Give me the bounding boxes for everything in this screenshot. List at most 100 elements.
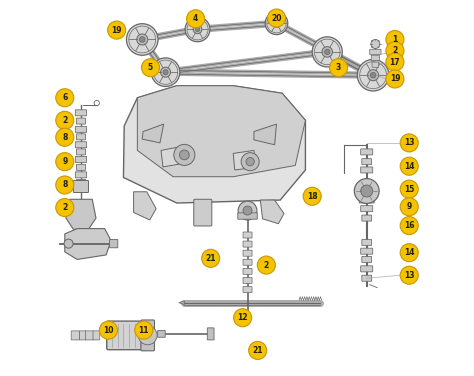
FancyBboxPatch shape bbox=[93, 331, 100, 340]
Text: 21: 21 bbox=[253, 346, 263, 355]
Text: 2: 2 bbox=[62, 203, 67, 212]
FancyBboxPatch shape bbox=[75, 156, 87, 162]
Circle shape bbox=[386, 70, 404, 88]
FancyBboxPatch shape bbox=[141, 320, 155, 351]
FancyBboxPatch shape bbox=[361, 266, 373, 272]
Text: 19: 19 bbox=[390, 74, 400, 83]
Text: 1: 1 bbox=[392, 35, 398, 44]
Text: 4: 4 bbox=[193, 14, 198, 23]
Polygon shape bbox=[142, 124, 164, 143]
Circle shape bbox=[312, 37, 342, 67]
FancyBboxPatch shape bbox=[371, 55, 380, 61]
Circle shape bbox=[273, 20, 281, 27]
FancyBboxPatch shape bbox=[243, 250, 252, 256]
Circle shape bbox=[137, 34, 148, 45]
Circle shape bbox=[56, 89, 74, 107]
FancyBboxPatch shape bbox=[362, 240, 372, 246]
Circle shape bbox=[151, 58, 180, 86]
Circle shape bbox=[100, 321, 118, 339]
Circle shape bbox=[135, 321, 153, 339]
Text: 13: 13 bbox=[404, 138, 414, 147]
Text: 8: 8 bbox=[62, 180, 67, 190]
FancyBboxPatch shape bbox=[76, 164, 85, 170]
Circle shape bbox=[201, 249, 220, 267]
FancyBboxPatch shape bbox=[370, 49, 381, 55]
Circle shape bbox=[56, 111, 74, 129]
Circle shape bbox=[303, 187, 321, 205]
Circle shape bbox=[56, 153, 74, 171]
Circle shape bbox=[195, 27, 200, 32]
FancyBboxPatch shape bbox=[73, 180, 89, 193]
Circle shape bbox=[180, 150, 189, 160]
Circle shape bbox=[234, 309, 252, 327]
Text: 10: 10 bbox=[103, 326, 114, 335]
Circle shape bbox=[238, 201, 257, 220]
FancyBboxPatch shape bbox=[76, 118, 85, 124]
Circle shape bbox=[400, 134, 418, 152]
Text: 9: 9 bbox=[407, 202, 412, 211]
Circle shape bbox=[142, 59, 160, 77]
Circle shape bbox=[400, 198, 418, 216]
Circle shape bbox=[108, 21, 126, 39]
Circle shape bbox=[127, 24, 158, 55]
FancyBboxPatch shape bbox=[109, 240, 118, 248]
FancyBboxPatch shape bbox=[362, 275, 372, 281]
Text: 15: 15 bbox=[404, 185, 414, 194]
Circle shape bbox=[257, 256, 275, 274]
FancyBboxPatch shape bbox=[76, 179, 85, 185]
FancyBboxPatch shape bbox=[71, 331, 80, 340]
Text: 20: 20 bbox=[271, 14, 282, 23]
FancyBboxPatch shape bbox=[243, 268, 252, 274]
FancyBboxPatch shape bbox=[361, 167, 373, 173]
FancyBboxPatch shape bbox=[243, 259, 252, 265]
Circle shape bbox=[400, 244, 418, 262]
FancyBboxPatch shape bbox=[372, 62, 379, 67]
FancyBboxPatch shape bbox=[76, 149, 85, 155]
Circle shape bbox=[56, 128, 74, 146]
Text: 16: 16 bbox=[404, 221, 414, 230]
Circle shape bbox=[265, 12, 288, 35]
Text: 21: 21 bbox=[205, 254, 216, 263]
FancyBboxPatch shape bbox=[359, 197, 374, 203]
Circle shape bbox=[371, 39, 380, 49]
Circle shape bbox=[367, 70, 379, 81]
FancyBboxPatch shape bbox=[107, 321, 146, 350]
Text: 2: 2 bbox=[392, 46, 398, 55]
FancyBboxPatch shape bbox=[80, 331, 86, 340]
Circle shape bbox=[174, 144, 195, 165]
Text: 12: 12 bbox=[237, 313, 248, 322]
Polygon shape bbox=[66, 199, 96, 229]
Text: 14: 14 bbox=[404, 162, 414, 171]
Circle shape bbox=[161, 67, 171, 77]
Text: 2: 2 bbox=[264, 261, 269, 270]
Circle shape bbox=[187, 10, 205, 28]
FancyBboxPatch shape bbox=[194, 199, 212, 226]
Circle shape bbox=[400, 266, 418, 284]
Polygon shape bbox=[179, 301, 184, 305]
Circle shape bbox=[329, 59, 347, 77]
Polygon shape bbox=[254, 124, 276, 145]
FancyBboxPatch shape bbox=[75, 110, 87, 116]
Polygon shape bbox=[134, 192, 156, 220]
FancyBboxPatch shape bbox=[243, 241, 252, 247]
FancyBboxPatch shape bbox=[361, 248, 373, 254]
Polygon shape bbox=[161, 147, 182, 167]
Circle shape bbox=[64, 239, 73, 248]
Text: 14: 14 bbox=[404, 248, 414, 257]
Text: 11: 11 bbox=[138, 326, 149, 335]
FancyBboxPatch shape bbox=[76, 134, 85, 140]
Circle shape bbox=[274, 21, 279, 25]
Polygon shape bbox=[65, 229, 111, 259]
Circle shape bbox=[354, 179, 379, 203]
FancyBboxPatch shape bbox=[362, 256, 372, 262]
FancyBboxPatch shape bbox=[362, 159, 372, 165]
Polygon shape bbox=[260, 200, 284, 224]
FancyBboxPatch shape bbox=[75, 126, 87, 132]
Circle shape bbox=[163, 70, 168, 75]
Text: 13: 13 bbox=[404, 271, 414, 280]
Text: 5: 5 bbox=[148, 63, 153, 72]
FancyBboxPatch shape bbox=[361, 149, 373, 155]
FancyBboxPatch shape bbox=[362, 215, 372, 221]
Text: 19: 19 bbox=[111, 26, 122, 35]
FancyBboxPatch shape bbox=[361, 206, 373, 212]
